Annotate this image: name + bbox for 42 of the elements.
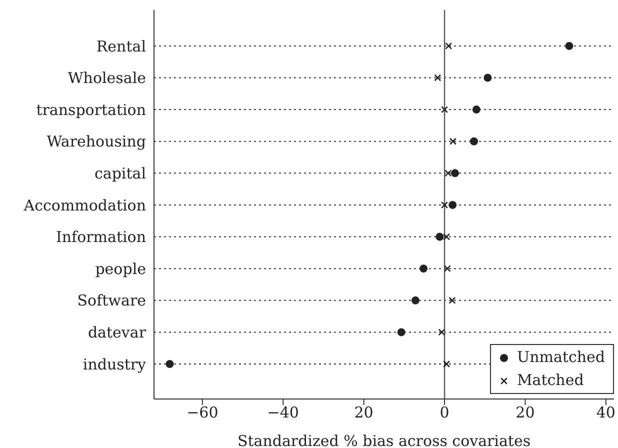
- point: [470, 137, 478, 146]
- y-tick-label: datevar: [88, 324, 147, 342]
- point: [440, 106, 448, 114]
- point: [436, 232, 444, 241]
- y-tick-label: capital: [94, 164, 146, 182]
- point: [449, 138, 457, 145]
- point: [445, 42, 452, 50]
- y-tick-label: Wholesale: [68, 69, 146, 88]
- x-tick-label: 20: [354, 404, 374, 422]
- point: [166, 360, 174, 368]
- point: [484, 74, 492, 82]
- point: [565, 42, 574, 50]
- y-tick-label: industry: [82, 355, 147, 374]
- point: [472, 106, 480, 114]
- point: [434, 74, 442, 82]
- x-tick-label: −60: [186, 404, 218, 422]
- point: [448, 296, 456, 304]
- y-tick-label: Accommodation: [22, 196, 146, 214]
- legend-label: Unmatched: [516, 347, 605, 368]
- x-axis-title: Standardized % bias across covariates: [237, 432, 531, 448]
- point: [397, 328, 406, 336]
- point: [448, 200, 457, 209]
- point: [444, 265, 451, 272]
- point: [420, 264, 428, 273]
- y-tick-label: Rental: [96, 37, 146, 56]
- x-tick-label: 40: [596, 404, 616, 422]
- x-tick-label: −40: [267, 404, 299, 422]
- point: [411, 296, 420, 304]
- y-tick-label: transportation: [36, 100, 146, 119]
- y-tick-label: Software: [77, 292, 146, 310]
- point: [444, 170, 452, 177]
- legend-label: Matched: [516, 370, 584, 391]
- point: [451, 169, 460, 178]
- point: [443, 233, 450, 240]
- point: [440, 201, 448, 209]
- y-tick-label: Information: [56, 228, 146, 246]
- y-tick-label: people: [95, 260, 146, 278]
- x-tick-label: 20: [516, 404, 535, 422]
- point: [443, 360, 450, 368]
- x-tick-label: 0: [440, 404, 450, 422]
- y-tick-label: Warehousing: [46, 132, 146, 151]
- point: [438, 328, 446, 336]
